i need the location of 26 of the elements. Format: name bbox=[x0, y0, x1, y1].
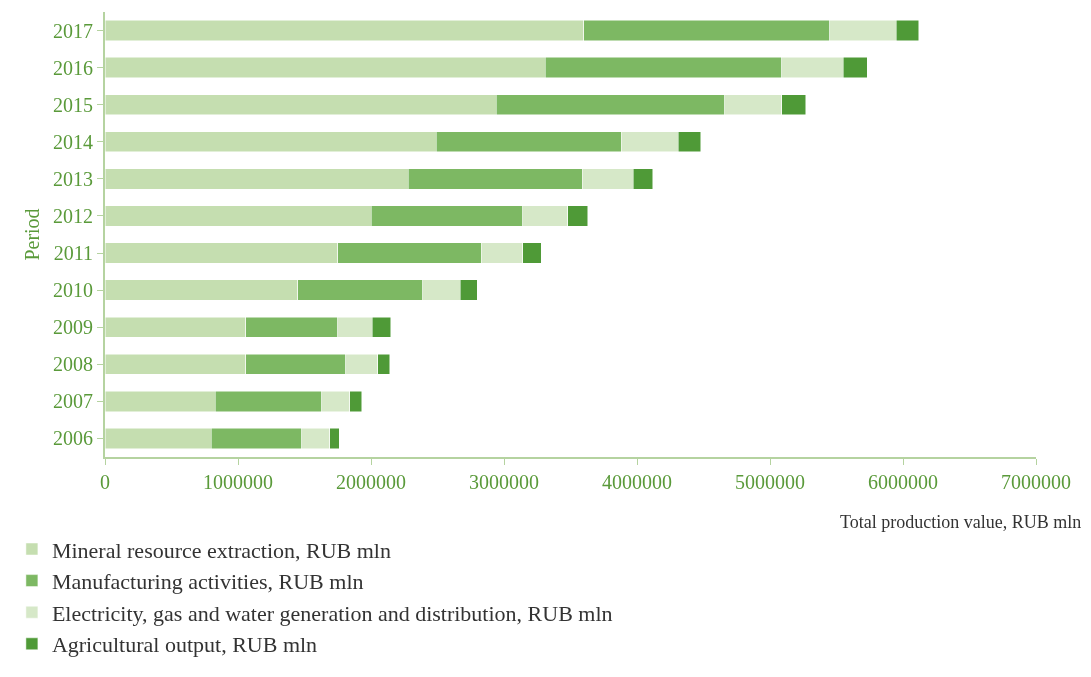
y-tick-label: 2008 bbox=[53, 353, 93, 376]
legend-label: Mineral resource extraction, RUB mln bbox=[51, 537, 391, 563]
y-tick-label: 2006 bbox=[53, 427, 93, 450]
x-tick-label: 4000000 bbox=[602, 471, 672, 493]
x-tick-label: 0 bbox=[100, 471, 110, 493]
legend-label: Electricity, gas and water generation and distribution, RUB mln bbox=[51, 600, 613, 626]
y-tick-label: 2017 bbox=[53, 19, 93, 42]
y-tick-label: 2011 bbox=[53, 242, 93, 265]
x-tick-label: 2000000 bbox=[336, 471, 406, 493]
x-tick-label: 6000000 bbox=[868, 471, 938, 493]
y-tick-label: 2012 bbox=[53, 204, 93, 227]
y-tick-label: 2016 bbox=[53, 56, 93, 79]
y-tick-label: 2014 bbox=[53, 130, 93, 153]
x-tick-label: 5000000 bbox=[735, 471, 805, 493]
legend-label: Agricultural output, RUB mln bbox=[51, 632, 318, 658]
x-tick-label: 7000000 bbox=[1001, 471, 1071, 493]
y-axis-title: Period bbox=[21, 208, 43, 261]
y-tick-label: 2010 bbox=[53, 279, 93, 302]
legend-label: Manufacturing activities, RUB mln bbox=[51, 569, 364, 595]
x-tick-label: 1000000 bbox=[203, 471, 273, 493]
x-tick-label: 3000000 bbox=[469, 471, 539, 493]
y-tick-label: 2007 bbox=[53, 390, 93, 413]
y-tick-label: 2013 bbox=[53, 167, 93, 190]
y-tick-label: 2009 bbox=[53, 316, 93, 339]
y-tick-label: 2015 bbox=[53, 93, 93, 116]
x-axis-title: Total production value, RUB mln bbox=[840, 512, 1082, 532]
